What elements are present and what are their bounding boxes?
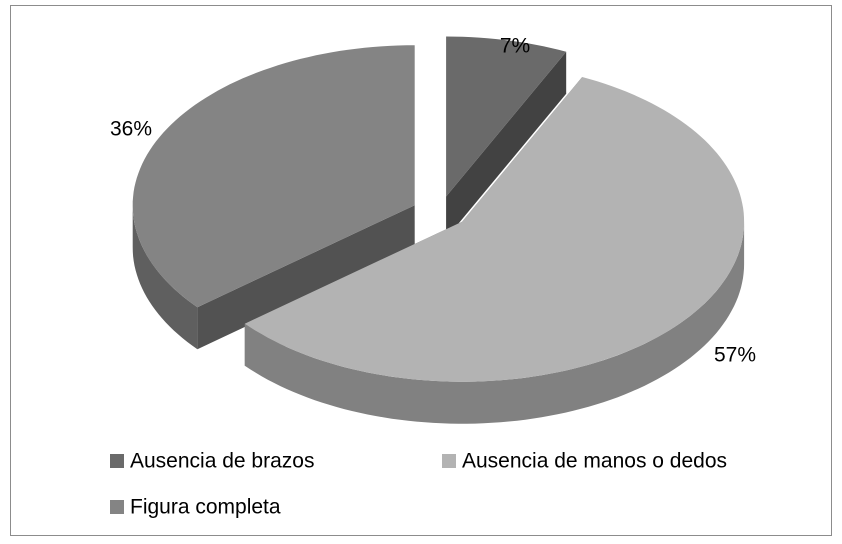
slice-cut-face (197, 205, 415, 350)
slice (132, 45, 415, 308)
data-label: 57% (714, 344, 756, 367)
legend-swatch (110, 454, 124, 468)
legend-swatch (110, 500, 124, 514)
legend: Ausencia de brazos Ausencia de manos o de… (110, 450, 727, 519)
slice-side (132, 205, 198, 350)
labels: 7% 57% 36% (110, 35, 756, 367)
pie (132, 36, 745, 424)
legend-label: Ausencia de manos o dedos (462, 450, 727, 473)
data-label: 7% (500, 35, 530, 58)
slice (446, 36, 567, 197)
data-label: 36% (110, 118, 152, 141)
legend-label: Ausencia de brazos (130, 450, 314, 473)
slice (244, 77, 745, 382)
legend-swatch (442, 454, 456, 468)
legend-label: Figura completa (130, 496, 281, 519)
slice-side (244, 221, 745, 424)
slice-cut-face (446, 51, 567, 239)
